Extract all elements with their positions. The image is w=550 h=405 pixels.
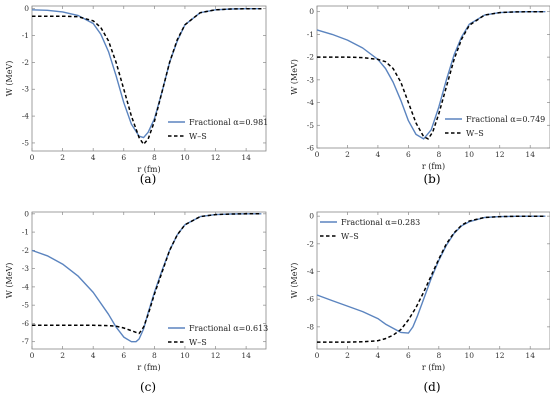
x-tick-label: 4 [91, 351, 96, 360]
x-tick-label: 2 [60, 153, 65, 162]
y-tick-label: -1 [22, 228, 29, 237]
x-tick-label: 12 [495, 150, 505, 159]
x-tick-label: 4 [376, 351, 381, 360]
y-tick-label: 0 [24, 4, 29, 13]
x-tick-label: 12 [211, 351, 221, 360]
x-tick-label: 14 [525, 150, 535, 159]
x-tick-label: 2 [345, 150, 350, 159]
plot-frame [31, 5, 267, 152]
chart-panel: 0 2 4 6 8 10 12 14 0 -1 -2 -3 -4 -5 -6 -7 r (fm) W (MeV) F… [5, 209, 268, 394]
x-tick-label: 8 [152, 351, 157, 360]
y-tick-label: -2 [22, 246, 30, 255]
y-axis-label: W (MeV) [5, 263, 14, 299]
y-tick-label: -6 [22, 319, 30, 328]
y-axis-label: W (MeV) [290, 263, 299, 299]
x-axis-label: r (fm) [137, 165, 160, 174]
x-tick-label: 2 [60, 351, 65, 360]
plot-frame [316, 5, 550, 149]
y-tick-label: -4 [22, 112, 30, 121]
x-tick-label: 10 [465, 351, 475, 360]
y-axis-label: W (MeV) [5, 61, 14, 97]
series-line [317, 10, 546, 140]
y-tick-label: -4 [22, 282, 30, 291]
y-tick-label: 0 [309, 212, 314, 221]
y-tick-label: 0 [24, 209, 29, 218]
series-line [317, 215, 546, 343]
x-tick-label: 6 [406, 351, 411, 360]
x-tick-label: 8 [436, 351, 441, 360]
y-tick-label: -2 [22, 58, 30, 67]
y-tick-label: -2 [307, 239, 315, 248]
x-tick-label: 10 [180, 153, 190, 162]
chart-panel: 0 2 4 6 8 10 12 14 0 -1 -2 -3 -4 -5 r (fm) W (MeV) Fract… [5, 4, 268, 186]
x-tick-label: 0 [30, 153, 35, 162]
y-tick-label: -5 [307, 121, 315, 130]
x-tick-label: 14 [241, 351, 251, 360]
panel-caption: (b) [423, 172, 440, 186]
plot-frame [31, 211, 267, 350]
panel-caption: (d) [423, 380, 440, 394]
y-tick-label: -6 [307, 295, 315, 304]
x-tick-label: 6 [406, 150, 411, 159]
series-line [32, 7, 262, 146]
x-tick-label: 0 [315, 351, 320, 360]
x-tick-label: 0 [30, 351, 35, 360]
y-tick-label: -5 [22, 301, 30, 310]
x-tick-label: 6 [121, 351, 126, 360]
y-tick-label: -5 [22, 138, 30, 147]
y-axis-label: W (MeV) [290, 59, 299, 95]
y-tick-label: -7 [22, 337, 30, 346]
x-tick-label: 12 [211, 153, 221, 162]
x-axis-label: r (fm) [422, 162, 445, 171]
y-tick-label: -4 [307, 267, 315, 276]
chart-panel: 0 2 4 6 8 10 12 14 0 -1 -2 -3 -4 -5 -6 r (fm) W (MeV) Fra… [290, 5, 550, 186]
series-line [31, 213, 262, 343]
x-tick-label: 2 [345, 351, 350, 360]
panel-caption: (c) [140, 380, 156, 394]
x-tick-label: 4 [91, 153, 96, 162]
y-tick-label: -3 [22, 85, 30, 94]
y-tick-label: -3 [307, 75, 315, 84]
x-tick-label: 10 [465, 150, 475, 159]
legend-label: W–S [189, 132, 207, 141]
y-tick-label: -6 [307, 144, 315, 153]
series-line [32, 213, 262, 335]
x-axis-label: r (fm) [137, 363, 160, 372]
legend-label: Fractional α=0.749 [466, 115, 545, 124]
x-tick-label: 10 [180, 351, 190, 360]
y-tick-label: 0 [309, 7, 314, 16]
legend-label: W–S [466, 129, 484, 138]
x-tick-label: 14 [241, 153, 251, 162]
x-tick-label: 8 [436, 150, 441, 159]
x-tick-label: 0 [315, 150, 320, 159]
chart-panel: 0 2 4 6 8 10 12 14 0 -2 -4 -6 -8 r (fm) W (MeV) Fractio… [290, 211, 550, 394]
panel-caption: (a) [140, 172, 157, 186]
legend-label: Fractional α=0.283 [341, 218, 420, 227]
series-line [316, 215, 546, 334]
y-tick-label: -4 [307, 98, 315, 107]
y-tick-label: -2 [307, 53, 315, 62]
legend-label: W–S [341, 232, 359, 241]
legend-label: W–S [189, 338, 207, 347]
x-tick-label: 8 [152, 153, 157, 162]
legend-label: Fractional α=0.981 [189, 118, 268, 127]
y-tick-label: -1 [307, 30, 314, 39]
x-tick-label: 14 [525, 351, 535, 360]
x-tick-label: 4 [376, 150, 381, 159]
x-axis-label: r (fm) [422, 363, 445, 372]
x-tick-label: 12 [495, 351, 505, 360]
y-tick-label: -8 [307, 322, 315, 331]
plot-frame [316, 211, 550, 350]
y-tick-label: -1 [22, 31, 29, 40]
y-tick-label: -3 [22, 264, 30, 273]
legend-label: Fractional α=0.613 [189, 324, 268, 333]
x-tick-label: 6 [121, 153, 126, 162]
